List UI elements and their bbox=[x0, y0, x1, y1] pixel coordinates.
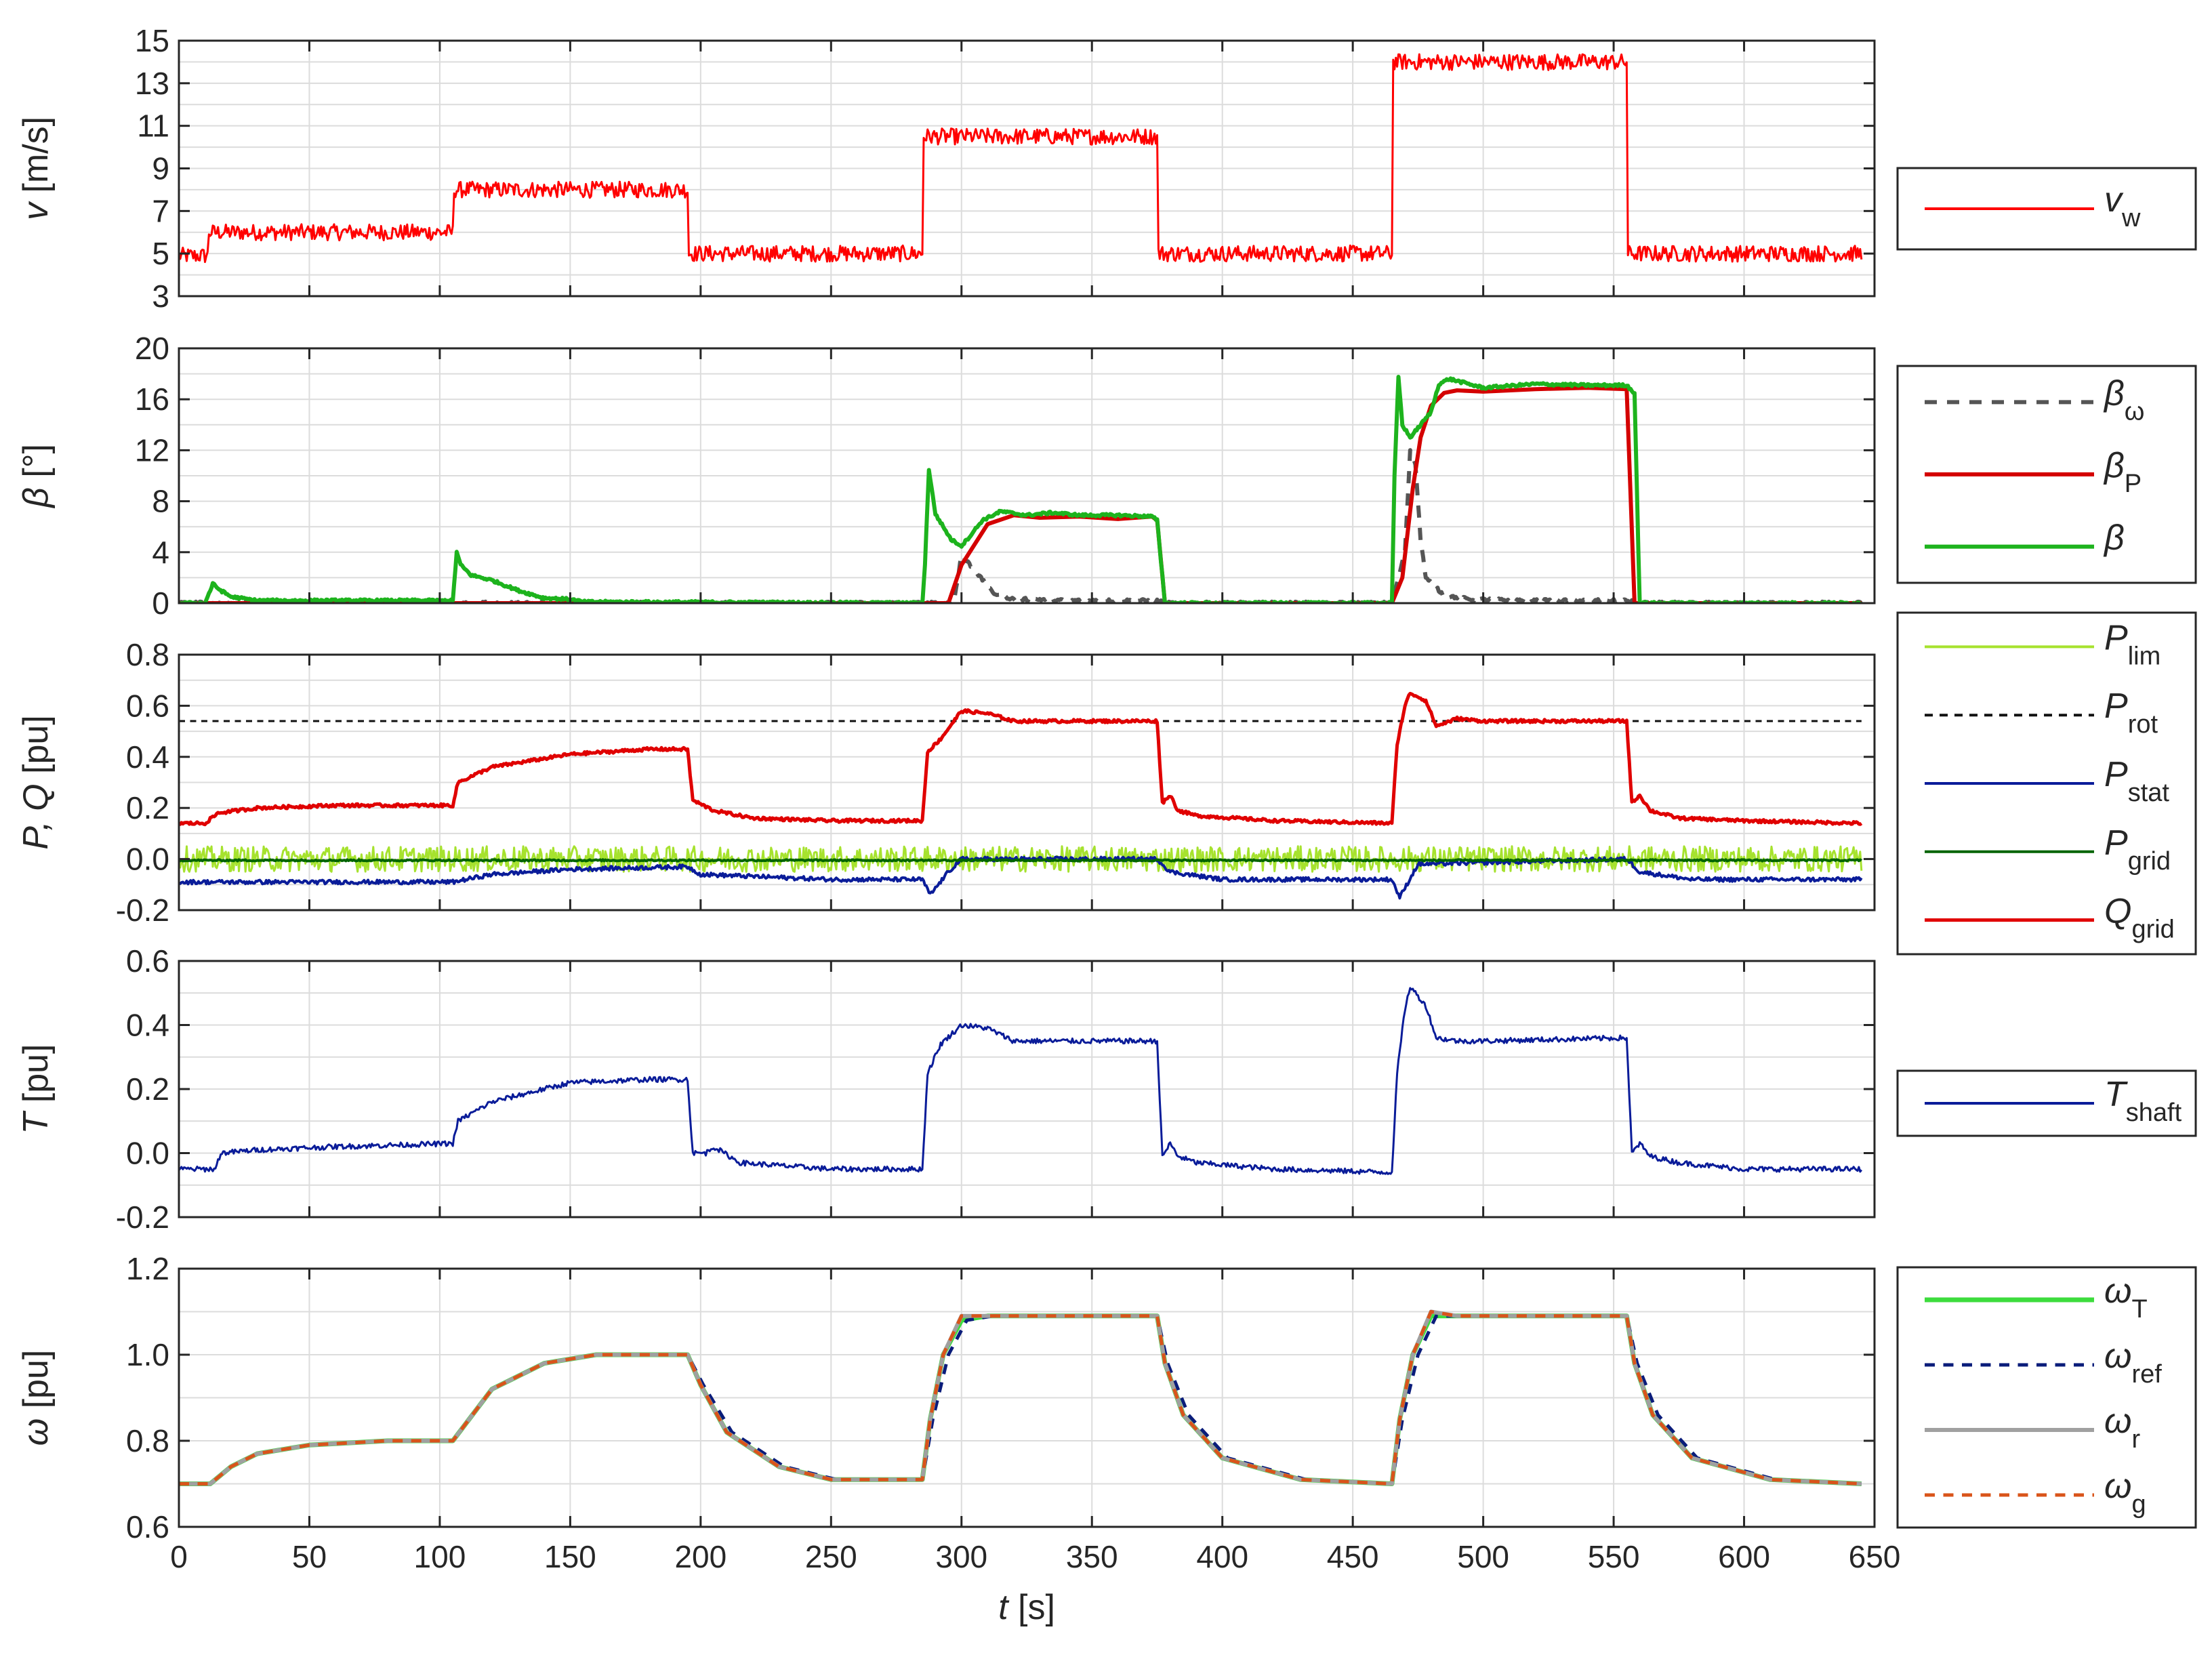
axes-box-pitch bbox=[178, 347, 1876, 605]
legend-label-omega_r: ωr bbox=[2104, 1401, 2141, 1454]
ytick-label: 4 bbox=[152, 535, 169, 570]
ytick-label: 0 bbox=[152, 586, 169, 621]
ytick-label: 0.8 bbox=[126, 637, 169, 672]
grid-torque bbox=[179, 961, 1875, 1217]
xtick-label: 400 bbox=[1196, 1539, 1248, 1574]
ytick-label: 0.2 bbox=[126, 790, 169, 825]
series-line-T_shaft bbox=[179, 987, 1862, 1175]
series-group-wind bbox=[179, 53, 1863, 264]
legend-label-P_stat: Pstat bbox=[2104, 755, 2169, 807]
ytick-label: 15 bbox=[135, 23, 169, 58]
y-axis-label-torque: T [pu] bbox=[16, 1044, 56, 1134]
legend-label-omega_ref: ωref bbox=[2104, 1336, 2162, 1389]
legend-label-beta: β bbox=[2103, 518, 2125, 558]
grid-power bbox=[179, 655, 1875, 910]
ytick-label: 0.4 bbox=[126, 739, 169, 775]
xtick-label: 600 bbox=[1718, 1539, 1770, 1574]
legend-wind: vw bbox=[1896, 167, 2197, 251]
xtick-label: 550 bbox=[1588, 1539, 1640, 1574]
ytick-label: 0.0 bbox=[126, 1136, 169, 1171]
ytick-label: 13 bbox=[135, 66, 169, 101]
series-line-omega_g bbox=[179, 1310, 1862, 1486]
ytick-label: 0.6 bbox=[126, 943, 169, 979]
xtick-label: 200 bbox=[674, 1539, 726, 1574]
grid-pitch bbox=[179, 348, 1875, 603]
series-group-pitch bbox=[179, 375, 1864, 603]
ytick-label: 1.2 bbox=[126, 1251, 169, 1286]
legend-label-P_lim: Plim bbox=[2104, 618, 2160, 670]
ytick-label: 16 bbox=[135, 382, 169, 417]
ytick-label: 7 bbox=[152, 193, 169, 228]
xtick-label: 50 bbox=[292, 1539, 327, 1574]
ytick-label: -0.2 bbox=[116, 1200, 169, 1235]
panel-speed: 0.6 0.8 1.0 1.2 0 50 100 150 200 250 300 350 400 450 5… bbox=[16, 1251, 2197, 1627]
ytick-label: 20 bbox=[135, 331, 169, 366]
grid-wind bbox=[179, 41, 1875, 296]
series-group-speed bbox=[179, 1309, 1862, 1486]
legend-pitch: βω βP β bbox=[1896, 365, 2197, 584]
ytick-label: 9 bbox=[152, 151, 169, 186]
series-line-omega_ref bbox=[179, 1314, 1862, 1486]
xtick-label: 100 bbox=[414, 1539, 466, 1574]
y-axis-label-speed: ω [pu] bbox=[16, 1350, 56, 1446]
ytick-label: 8 bbox=[152, 484, 169, 519]
xtick-label: 450 bbox=[1327, 1539, 1379, 1574]
ytick-label: 1.0 bbox=[126, 1337, 169, 1372]
panel-pitch: 0 4 8 12 16 20 β [°] βω βP β bbox=[16, 331, 2197, 621]
panel-wind: 3 5 7 9 11 13 15 v [m/s] vw bbox=[16, 23, 2197, 314]
legend-label-beta_P: βP bbox=[2103, 446, 2142, 498]
xtick-label: 500 bbox=[1457, 1539, 1509, 1574]
xtick-label: 350 bbox=[1066, 1539, 1118, 1574]
xtick-label: 250 bbox=[805, 1539, 857, 1574]
series-line-P_lim bbox=[179, 845, 1863, 873]
axes-box-power bbox=[178, 653, 1876, 912]
ytick-label: -0.2 bbox=[116, 893, 169, 928]
panel-torque: -0.2 0.0 0.2 0.4 0.6 T [pu] Tshaft bbox=[16, 943, 2197, 1235]
legend-label-omega_g: ωg bbox=[2104, 1467, 2146, 1519]
series-line-Q_grid bbox=[179, 691, 1863, 827]
series-line-beta bbox=[179, 375, 1862, 603]
series-line-v_w bbox=[179, 53, 1863, 264]
axes-box-speed bbox=[178, 1267, 1876, 1528]
legend-label-T_shaft: Tshaft bbox=[2104, 1075, 2182, 1127]
legend-label-Q_grid: Qgrid bbox=[2104, 892, 2175, 944]
ytick-label: 0.6 bbox=[126, 688, 169, 723]
grid-speed bbox=[179, 1269, 1875, 1527]
y-axis-label-power: P, Q [pu] bbox=[16, 715, 56, 850]
ytick-label: 0.2 bbox=[126, 1071, 169, 1107]
xtick-label: 150 bbox=[544, 1539, 596, 1574]
ytick-label: 0.4 bbox=[126, 1008, 169, 1043]
ytick-label: 0.0 bbox=[126, 842, 169, 877]
series-group-power bbox=[179, 691, 1863, 900]
ytick-label: 3 bbox=[152, 279, 169, 314]
series-line-beta_P bbox=[179, 386, 1862, 603]
ytick-label: 0.6 bbox=[126, 1509, 169, 1544]
legend-box bbox=[1896, 1266, 2197, 1529]
panel-power: -0.2 0.0 0.2 0.4 0.6 0.8 P, Q [pu] Plim Prot Psta… bbox=[16, 611, 2197, 956]
legend-label-beta_omega: βω bbox=[2103, 373, 2144, 426]
ytick-label: 11 bbox=[137, 108, 169, 144]
legend-label-P_rot: Prot bbox=[2104, 687, 2158, 739]
series-group-torque bbox=[179, 987, 1862, 1175]
legend-speed: ωT ωref ωr ωg bbox=[1896, 1266, 2197, 1529]
legend-label-v_w: vw bbox=[2104, 180, 2141, 232]
x-axis-label: t [s] bbox=[998, 1588, 1055, 1627]
ytick-label: 0.8 bbox=[126, 1423, 169, 1458]
ytick-label: 12 bbox=[135, 432, 169, 468]
series-line-beta_omega bbox=[179, 448, 1864, 603]
y-axis-label-wind: v [m/s] bbox=[16, 117, 56, 220]
xtick-label: 300 bbox=[935, 1539, 987, 1574]
legend-label-omega_T: ωT bbox=[2104, 1271, 2148, 1324]
ytick-label: 5 bbox=[152, 236, 169, 271]
legend-torque: Tshaft bbox=[1896, 1069, 2197, 1137]
y-axis-label-pitch: β [°] bbox=[16, 444, 56, 509]
legend-power: Plim Prot Pstat Pgrid Qgrid bbox=[1896, 611, 2197, 956]
xtick-label: 0 bbox=[170, 1539, 188, 1574]
series-line-P_grid bbox=[179, 858, 1862, 863]
legend-label-P_grid: Pgrid bbox=[2104, 823, 2171, 876]
xtick-label: 650 bbox=[1849, 1539, 1901, 1574]
series-line-omega_T bbox=[179, 1313, 1862, 1486]
